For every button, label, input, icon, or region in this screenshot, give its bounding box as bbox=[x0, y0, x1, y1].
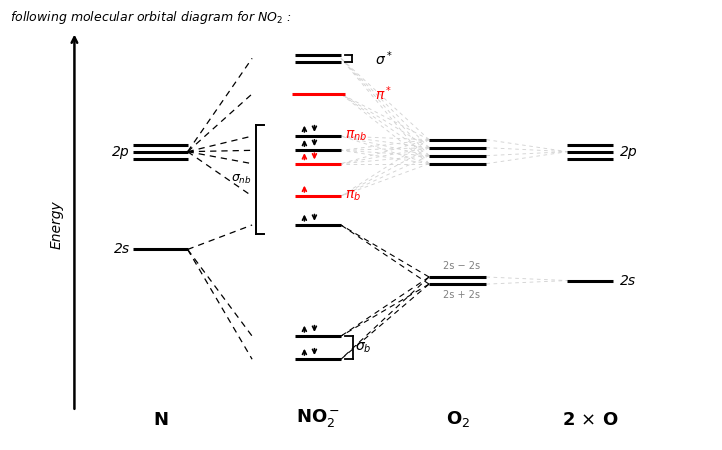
Text: 2 $\times$ O: 2 $\times$ O bbox=[562, 411, 619, 429]
Text: 2s − 2s: 2s − 2s bbox=[443, 261, 480, 271]
Text: $\pi^*$: $\pi^*$ bbox=[375, 85, 393, 103]
Text: Energy: Energy bbox=[50, 201, 64, 249]
Text: $\sigma_b$: $\sigma_b$ bbox=[355, 341, 371, 355]
Text: $\pi_b$: $\pi_b$ bbox=[344, 189, 360, 203]
Text: $\sigma_{nb}$: $\sigma_{nb}$ bbox=[232, 173, 252, 186]
Text: 2s: 2s bbox=[620, 274, 637, 288]
Text: NO$_2^-$: NO$_2^-$ bbox=[296, 407, 340, 429]
Text: 2s: 2s bbox=[113, 243, 129, 256]
Text: 2s + 2s: 2s + 2s bbox=[443, 290, 480, 300]
Text: O$_2$: O$_2$ bbox=[445, 410, 470, 429]
Text: following molecular orbital diagram for NO$_2$ :: following molecular orbital diagram for … bbox=[10, 9, 292, 27]
Text: N: N bbox=[153, 411, 168, 429]
Text: 2p: 2p bbox=[620, 144, 638, 159]
Text: $\sigma^*$: $\sigma^*$ bbox=[375, 49, 393, 68]
Text: $\pi_{nb}$: $\pi_{nb}$ bbox=[344, 129, 367, 143]
Text: 2p: 2p bbox=[112, 144, 129, 159]
